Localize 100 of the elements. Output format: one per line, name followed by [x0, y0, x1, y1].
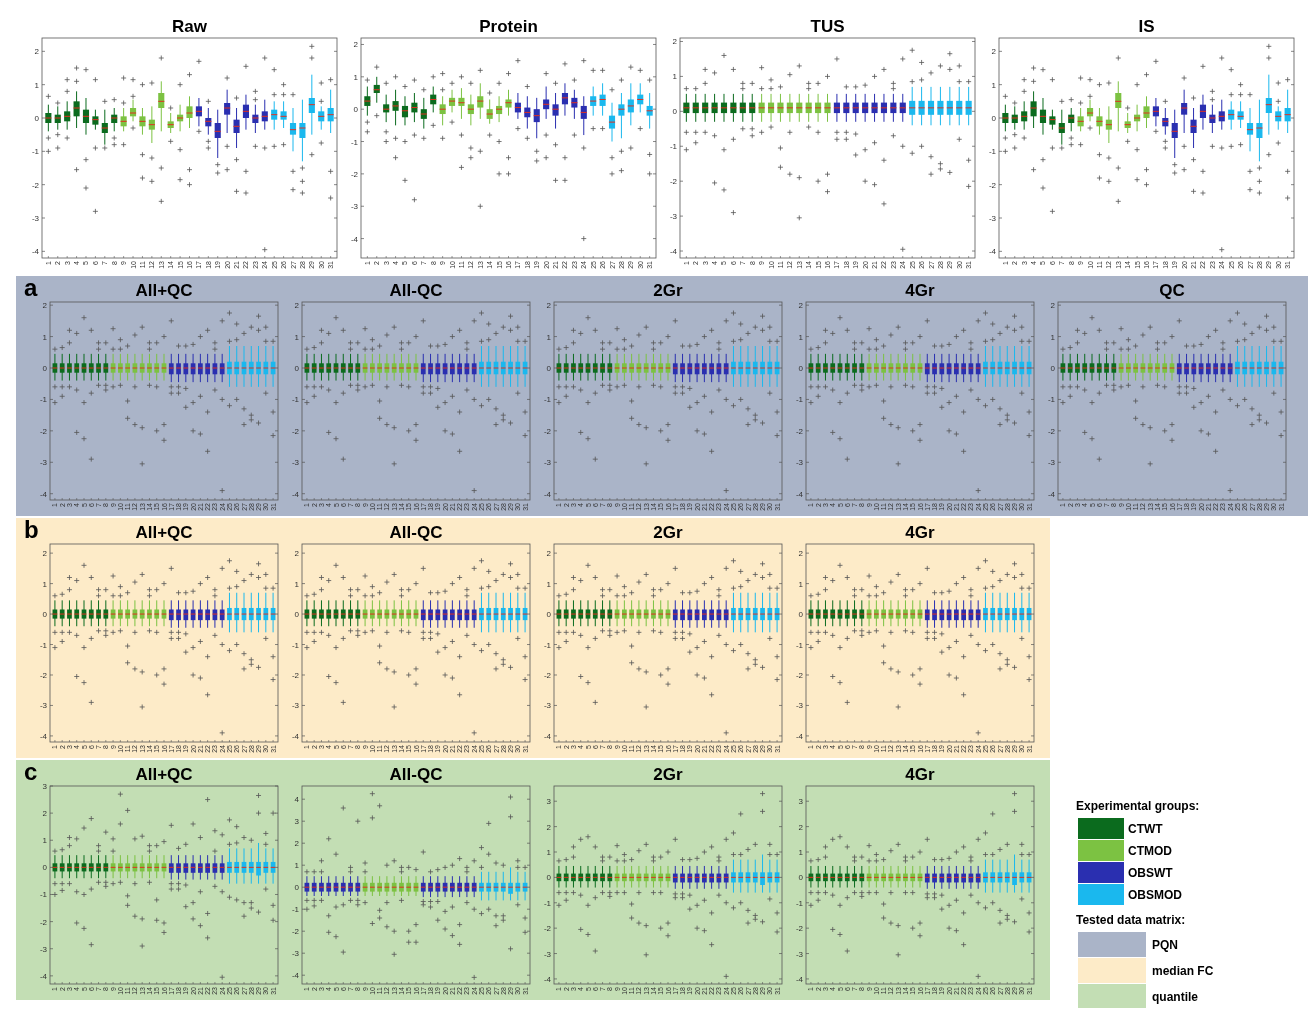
y-tick-label: -4	[795, 731, 804, 741]
y-tick-label: -2	[988, 180, 997, 190]
y-tick-label: -1	[795, 640, 804, 650]
y-tick-label: -2	[39, 917, 48, 927]
chart-title: IS	[1138, 17, 1155, 36]
y-tick-label: 1	[546, 848, 552, 857]
y-tick-label: -3	[795, 949, 804, 959]
y-tick-label: 2	[294, 839, 300, 849]
y-tick-label: -3	[39, 701, 48, 711]
y-tick-label: 0	[798, 873, 804, 883]
y-tick-label: -4	[795, 974, 804, 984]
y-tick-label: -4	[543, 489, 552, 499]
y-tick-label: -2	[39, 670, 48, 680]
text: median FC	[1152, 964, 1214, 978]
category-label: CTMOD	[1128, 844, 1173, 858]
y-tick-label: -3	[543, 949, 552, 959]
y-tick-label: 0	[353, 105, 359, 115]
y-tick-label: -2	[795, 924, 804, 934]
y-tick-label: -4	[291, 971, 300, 981]
chart-title: All+QC	[135, 281, 193, 300]
y-tick-label: 3	[798, 797, 804, 807]
y-tick-label: -3	[795, 458, 804, 468]
y-tick-label: 1	[42, 836, 48, 846]
y-tick-label: -2	[795, 670, 804, 680]
y-tick-label: -2	[1047, 426, 1056, 436]
y-tick-label: -3	[31, 214, 40, 223]
y-tick-label: -3	[291, 701, 300, 711]
y-tick-label: 0	[42, 863, 48, 873]
y-tick-label: 0	[798, 364, 804, 373]
y-tick-label: -2	[31, 180, 40, 190]
y-tick-label: 2	[546, 549, 552, 559]
y-tick-label: -4	[39, 971, 48, 981]
y-tick-label: 4	[294, 795, 300, 805]
y-tick-label: 1	[42, 332, 48, 342]
y-tick-label: -1	[39, 890, 48, 900]
chart-title: All-QC	[389, 281, 443, 300]
y-tick-label: -2	[543, 924, 552, 934]
y-tick-label: -2	[350, 169, 359, 179]
y-tick-label: 1	[798, 579, 804, 589]
y-tick-label: 0	[34, 114, 40, 123]
y-tick-label: 1	[1050, 332, 1056, 342]
y-tick-label: 0	[1050, 364, 1056, 373]
y-tick-label: 2	[42, 809, 48, 819]
y-tick-label: -1	[291, 395, 300, 405]
chart-title: QC	[1159, 281, 1185, 300]
category-label: CTWT	[1128, 822, 1164, 836]
y-tick-label: -1	[669, 142, 678, 152]
y-tick-label: -1	[31, 147, 40, 157]
y-tick-label: -1	[350, 137, 359, 147]
chart-title: 2Gr	[653, 765, 684, 784]
y-tick-label: 1	[34, 80, 40, 90]
text: Experimental groups:	[1076, 799, 1200, 813]
y-tick-label: 3	[42, 782, 48, 791]
y-tick-label: -4	[350, 234, 359, 244]
y-tick-label: -2	[291, 670, 300, 680]
y-tick-label: 0	[42, 610, 48, 620]
y-tick-label: 1	[294, 579, 300, 589]
y-tick-label: -2	[795, 426, 804, 436]
y-tick-label: -1	[39, 640, 48, 650]
y-tick-label: 1	[546, 332, 552, 342]
y-tick-label: 2	[798, 549, 804, 559]
y-tick-label: 2	[294, 549, 300, 559]
y-tick-label: -2	[291, 927, 300, 937]
y-tick-label: 1	[798, 848, 804, 857]
y-tick-label: 2	[42, 301, 48, 311]
y-tick-label: 0	[546, 364, 552, 373]
y-tick-label: 0	[294, 364, 300, 373]
text: Tested data matrix:	[1076, 913, 1186, 927]
y-tick-label: 2	[798, 822, 804, 832]
y-tick-label: 0	[991, 114, 997, 123]
y-tick-label: 1	[42, 579, 48, 589]
chart-title: All-QC	[389, 523, 443, 542]
y-tick-label: -1	[543, 640, 552, 650]
y-tick-label: -1	[543, 395, 552, 405]
y-tick-label: 1	[294, 861, 300, 871]
y-tick-label: -3	[988, 214, 997, 223]
category-label: OBSWT	[1128, 866, 1174, 880]
y-tick-label: -4	[543, 731, 552, 741]
y-tick-label: 2	[546, 822, 552, 832]
y-tick-label: 0	[546, 610, 552, 620]
chart-title: 2Gr	[653, 523, 684, 542]
y-tick-label: -3	[39, 458, 48, 468]
y-tick-label: -2	[669, 177, 678, 187]
y-tick-label: 1	[546, 579, 552, 589]
y-tick-label: -3	[39, 944, 48, 954]
y-tick-label: -4	[988, 247, 997, 257]
y-tick-label: 2	[294, 301, 300, 311]
y-tick-label: 0	[294, 610, 300, 620]
chart-title: 4Gr	[905, 281, 936, 300]
y-tick-label: -1	[543, 898, 552, 908]
y-tick-label: -2	[543, 670, 552, 680]
y-tick-label: 1	[672, 72, 678, 82]
y-tick-label: -3	[543, 458, 552, 468]
y-tick-label: 2	[672, 37, 678, 47]
y-tick-label: -4	[39, 489, 48, 499]
y-tick-label: 2	[34, 47, 40, 57]
y-tick-label: 1	[991, 80, 997, 90]
y-tick-label: 0	[672, 107, 678, 117]
text: b	[24, 516, 39, 543]
y-tick-label: 3	[294, 817, 300, 827]
